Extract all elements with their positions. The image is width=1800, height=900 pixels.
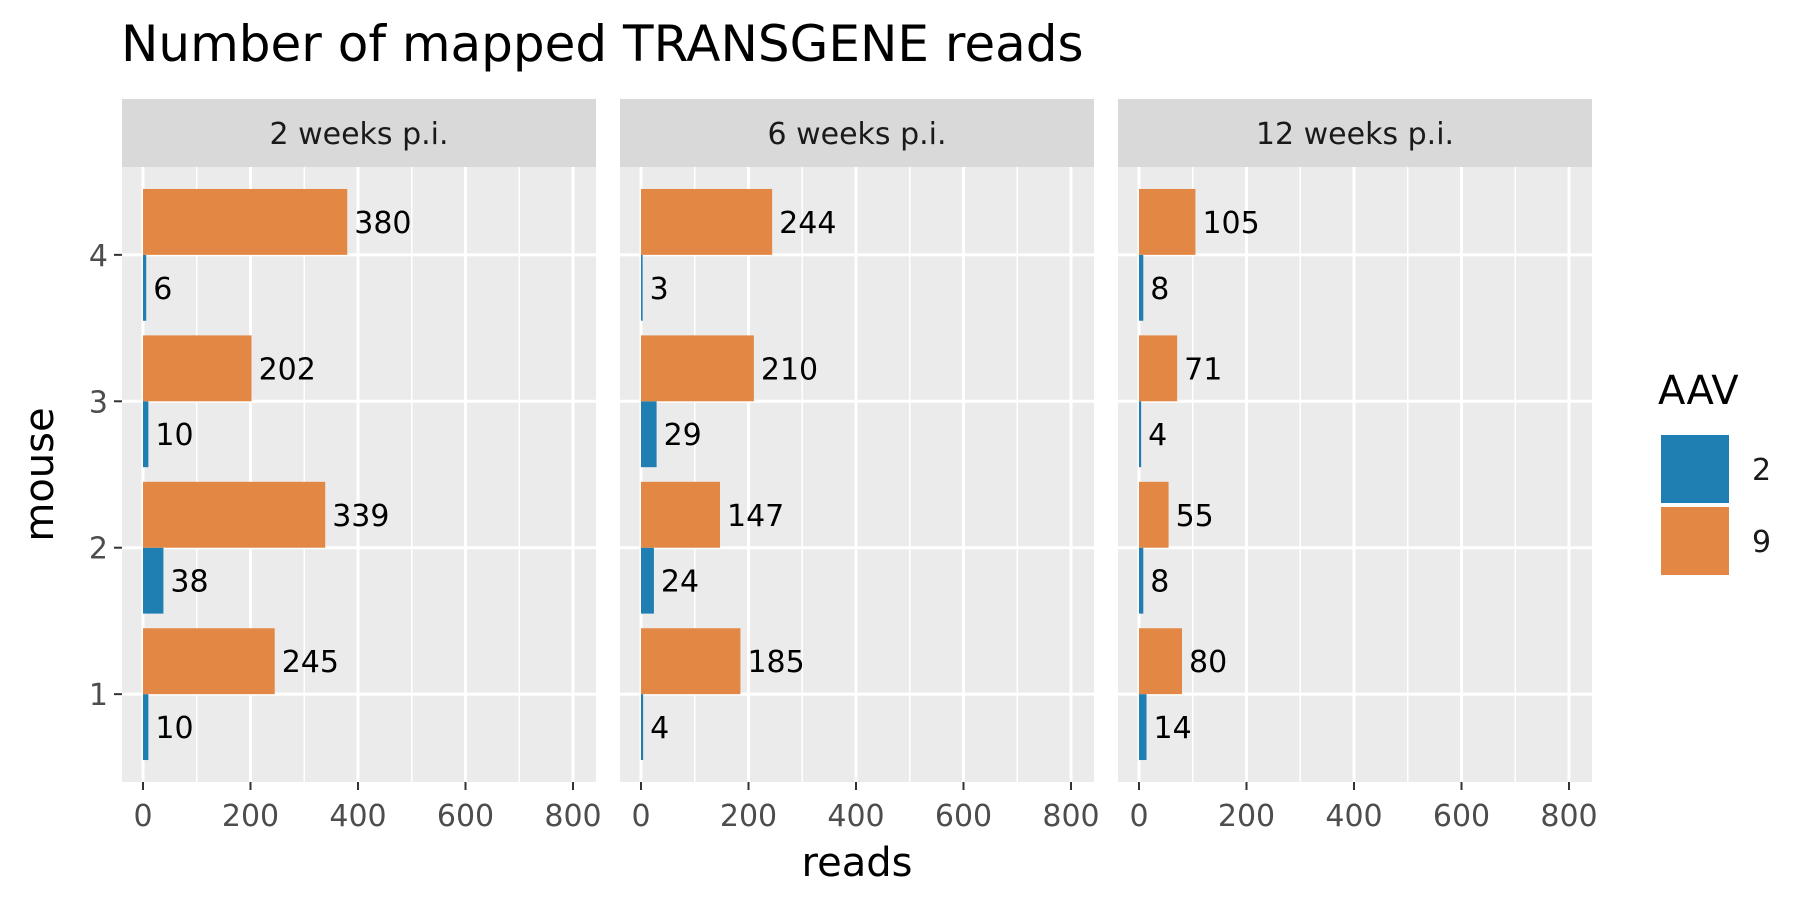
x-tick-label: 0 [1129,799,1148,834]
bar-value-label: 14 [1154,711,1192,746]
bar-value-label: 4 [1148,418,1167,453]
facet-strip-label: 2 weeks p.i. [269,117,448,152]
bar-value-label: 24 [661,565,699,600]
bar-value-label: 71 [1184,352,1222,387]
bar [641,335,754,402]
bar-value-label: 380 [354,206,411,241]
bar [641,481,721,548]
bar [1139,547,1144,614]
y-tick-label: 1 [89,678,108,713]
bar [641,254,643,321]
y-tick-label: 3 [89,385,108,420]
bar [1139,694,1147,761]
legend-label: 2 [1752,453,1771,488]
bar-value-label: 6 [153,272,172,307]
bar [143,694,149,761]
bar [143,628,275,695]
legend: AAV 2 9 [1658,368,1771,577]
bar [143,547,164,614]
bar-value-label: 202 [259,352,316,387]
x-axis-title: reads [802,840,913,886]
x-tick-label: 600 [935,799,992,834]
bar-value-label: 55 [1176,499,1214,534]
bar-value-label: 3 [650,272,669,307]
facet-strip [1118,99,1592,167]
bar-value-label: 147 [727,499,784,534]
bar [143,335,252,402]
bar [641,694,644,761]
legend-swatch [1659,505,1731,577]
x-tick-label: 800 [1042,799,1099,834]
bar [143,188,348,255]
legend-label: 9 [1752,525,1771,560]
x-tick-label: 800 [1540,799,1597,834]
legend-title: AAV [1658,368,1739,414]
bar-value-label: 339 [332,499,389,534]
facet-strip [122,99,596,167]
bar [641,401,657,468]
bar [143,481,326,548]
x-tick-label: 400 [1325,799,1382,834]
bar [641,188,773,255]
bar-value-label: 244 [779,206,836,241]
bar-value-label: 8 [1150,272,1169,307]
bar-value-label: 10 [155,418,193,453]
facet-strip [620,99,1094,167]
bar [1139,628,1182,695]
legend-swatch [1659,433,1731,505]
x-tick-label: 800 [544,799,601,834]
x-tick-label: 600 [1433,799,1490,834]
chart-title: Number of mapped TRANSGENE reads [121,15,1084,73]
y-axis-title: mouse [17,407,63,541]
bar [1139,481,1169,548]
facet-panel: 2 weeks p.i. 10 38 10 6 245 339 202 380 0 200 400 60… [122,99,602,834]
bar-value-label: 245 [282,645,339,680]
bar-value-label: 4 [650,711,669,746]
bar [1139,401,1142,468]
bar-value-label: 210 [761,352,818,387]
bar-value-label: 80 [1189,645,1227,680]
facet-strip-label: 12 weeks p.i. [1256,117,1454,152]
bar [1139,188,1196,255]
x-tick-label: 200 [1218,799,1275,834]
bar-value-label: 185 [747,645,804,680]
x-tick-label: 0 [133,799,152,834]
facet-panel: 12 weeks p.i. 14 8 4 8 80 55 71 105 0 200 400 600 800 [1118,99,1598,834]
y-tick-label: 2 [89,532,108,567]
bar [1139,254,1144,321]
bar [641,547,654,614]
bar [143,254,147,321]
x-tick-label: 600 [437,799,494,834]
facet-panel: 6 weeks p.i. 4 24 29 3 185 147 210 244 0 200 400 600… [620,99,1100,834]
bar-value-label: 8 [1150,565,1169,600]
bar-value-label: 29 [664,418,702,453]
bar [143,401,149,468]
x-tick-label: 0 [631,799,650,834]
x-tick-label: 200 [720,799,777,834]
x-tick-label: 400 [827,799,884,834]
facet-strip-label: 6 weeks p.i. [767,117,946,152]
y-axis: 1 2 3 4 [89,239,122,713]
bar [641,628,741,695]
y-tick-label: 4 [89,239,108,274]
bar-value-label: 105 [1202,206,1259,241]
bar-value-label: 10 [155,711,193,746]
bar-value-label: 38 [170,565,208,600]
bar [1139,335,1178,402]
x-tick-label: 400 [329,799,386,834]
x-tick-label: 200 [222,799,279,834]
